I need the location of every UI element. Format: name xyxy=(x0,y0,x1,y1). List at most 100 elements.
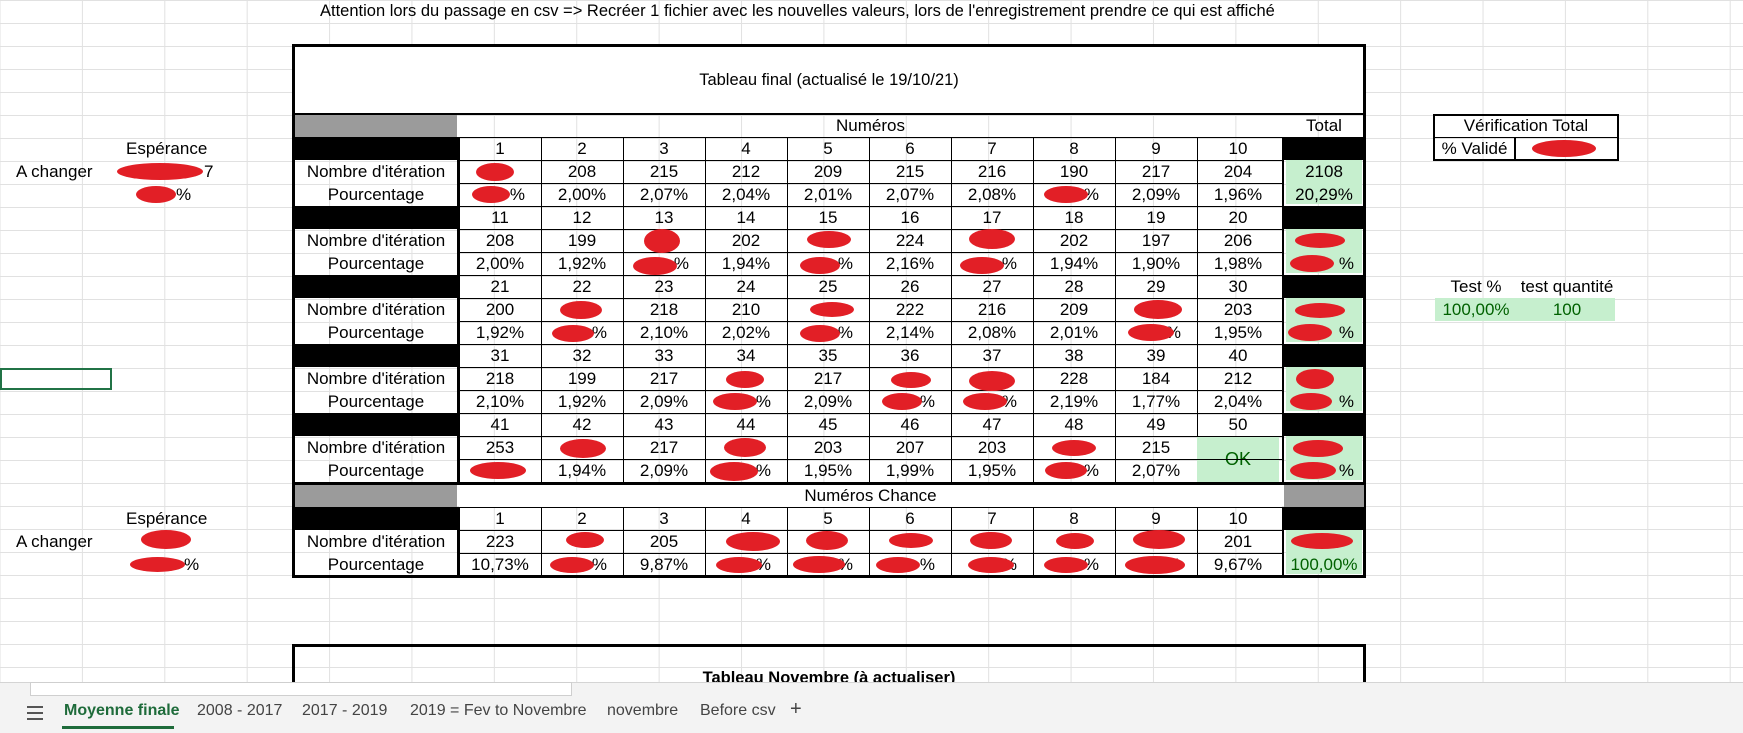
percentage-cell[interactable]: 2,09% xyxy=(639,392,689,411)
percentage-cell[interactable]: % xyxy=(755,461,771,480)
iteration-cell[interactable]: 216 xyxy=(977,300,1007,319)
total-percentage-cell[interactable]: % xyxy=(1338,254,1354,273)
percentage-cell[interactable]: 2,08% xyxy=(967,185,1017,204)
iteration-cell[interactable]: 215 xyxy=(1141,438,1171,457)
percentage-cell[interactable]: % xyxy=(591,555,607,574)
percentage-cell[interactable]: 1,90% xyxy=(1131,254,1181,273)
iteration-cell[interactable]: 209 xyxy=(813,162,843,181)
percentage-cell[interactable]: 1,92% xyxy=(557,392,607,411)
iteration-cell[interactable]: 217 xyxy=(813,369,843,388)
percentage-cell[interactable]: 2,00% xyxy=(475,254,525,273)
percentage-cell[interactable]: % xyxy=(673,254,689,273)
iteration-cell[interactable]: 218 xyxy=(485,369,515,388)
percentage-cell[interactable]: 9,67% xyxy=(1213,555,1263,574)
iteration-cell[interactable]: 218 xyxy=(649,300,679,319)
percentage-cell[interactable]: 2,00% xyxy=(557,185,607,204)
iteration-cell[interactable]: 212 xyxy=(731,162,761,181)
number-header-cell[interactable]: 23 xyxy=(654,277,674,296)
number-header-cell[interactable]: 2 xyxy=(577,509,587,528)
iteration-cell[interactable]: 215 xyxy=(649,162,679,181)
number-header-cell[interactable]: 19 xyxy=(1146,208,1166,227)
iteration-cell[interactable]: 210 xyxy=(731,300,761,319)
percentage-cell[interactable]: 2,16% xyxy=(885,254,935,273)
number-header-cell[interactable]: 34 xyxy=(736,346,756,365)
number-header-cell[interactable]: 17 xyxy=(982,208,1002,227)
horizontal-scrollbar[interactable] xyxy=(30,682,572,696)
iteration-cell[interactable]: 223 xyxy=(485,532,515,551)
total-percentage-cell[interactable]: 20,29% xyxy=(1295,185,1353,204)
percentage-cell[interactable]: 2,09% xyxy=(803,392,853,411)
percentage-cell[interactable]: % xyxy=(1001,392,1017,411)
number-header-cell[interactable]: 20 xyxy=(1228,208,1248,227)
percentage-cell[interactable]: % xyxy=(1083,185,1099,204)
spreadsheet-grid[interactable]: Attention lors du passage en csv => Recr… xyxy=(0,0,1743,682)
total-percentage-cell[interactable]: % xyxy=(1338,461,1354,480)
number-header-cell[interactable]: 1 xyxy=(495,139,505,158)
percentage-cell[interactable]: 2,07% xyxy=(885,185,935,204)
percentage-cell[interactable]: 2,14% xyxy=(885,323,935,342)
total-percentage-cell[interactable]: % xyxy=(1338,392,1354,411)
add-sheet-button[interactable]: + xyxy=(790,698,802,720)
number-header-cell[interactable]: 41 xyxy=(490,415,510,434)
iteration-cell[interactable]: 217 xyxy=(1141,162,1171,181)
number-header-cell[interactable]: 49 xyxy=(1146,415,1166,434)
percentage-cell[interactable]: 9,87% xyxy=(639,555,689,574)
percentage-cell[interactable]: 1,99% xyxy=(885,461,935,480)
number-header-cell[interactable]: 3 xyxy=(659,139,669,158)
tab-before-csv[interactable]: Before csv xyxy=(700,702,776,719)
total-percentage-cell[interactable]: 100,00% xyxy=(1290,555,1358,574)
tab-novembre[interactable]: novembre xyxy=(607,702,679,719)
number-header-cell[interactable]: 33 xyxy=(654,346,674,365)
percentage-cell[interactable]: 1,77% xyxy=(1131,392,1181,411)
iteration-cell[interactable]: 217 xyxy=(649,369,679,388)
iteration-cell[interactable]: 253 xyxy=(485,438,515,457)
percentage-cell[interactable]: % xyxy=(837,323,853,342)
percentage-cell[interactable]: % xyxy=(509,185,525,204)
percentage-cell[interactable]: 1,96% xyxy=(1213,185,1263,204)
number-header-cell[interactable]: 46 xyxy=(900,415,920,434)
percentage-cell[interactable]: 1,92% xyxy=(557,254,607,273)
selected-cell[interactable] xyxy=(0,368,112,390)
percentage-cell[interactable]: 1,92% xyxy=(475,323,525,342)
percentage-cell[interactable]: 2,04% xyxy=(1213,392,1263,411)
percentage-cell[interactable]: % xyxy=(1083,461,1099,480)
percentage-cell[interactable]: % xyxy=(1083,555,1099,574)
iteration-cell[interactable]: 201 xyxy=(1223,532,1253,551)
number-header-cell[interactable]: 27 xyxy=(982,277,1002,296)
number-header-cell[interactable]: 39 xyxy=(1146,346,1166,365)
number-header-cell[interactable]: 42 xyxy=(572,415,592,434)
number-header-cell[interactable]: 43 xyxy=(654,415,674,434)
iteration-cell[interactable]: 203 xyxy=(1223,300,1253,319)
iteration-cell[interactable]: 206 xyxy=(1223,231,1253,250)
number-header-cell[interactable]: 2 xyxy=(577,139,587,158)
number-header-cell[interactable]: 35 xyxy=(818,346,838,365)
number-header-cell[interactable]: 9 xyxy=(1151,139,1161,158)
number-header-cell[interactable]: 24 xyxy=(736,277,756,296)
number-header-cell[interactable]: 6 xyxy=(905,509,915,528)
iteration-cell[interactable]: 197 xyxy=(1141,231,1171,250)
percentage-cell[interactable]: 2,02% xyxy=(721,323,771,342)
number-header-cell[interactable]: 16 xyxy=(900,208,920,227)
number-header-cell[interactable]: 30 xyxy=(1228,277,1248,296)
iteration-cell[interactable]: 202 xyxy=(731,231,761,250)
number-header-cell[interactable]: 45 xyxy=(818,415,838,434)
number-header-cell[interactable]: 38 xyxy=(1064,346,1084,365)
iteration-cell[interactable]: 216 xyxy=(977,162,1007,181)
number-header-cell[interactable]: 18 xyxy=(1064,208,1084,227)
percentage-cell[interactable]: 1,95% xyxy=(803,461,853,480)
number-header-cell[interactable]: 6 xyxy=(905,139,915,158)
tab-2017-2019[interactable]: 2017 - 2019 xyxy=(302,702,388,719)
number-header-cell[interactable]: 13 xyxy=(654,208,674,227)
number-header-cell[interactable]: 7 xyxy=(987,509,997,528)
iteration-cell[interactable]: 203 xyxy=(977,438,1007,457)
hamburger-menu-icon[interactable] xyxy=(27,706,43,720)
percentage-cell[interactable]: 1,95% xyxy=(967,461,1017,480)
number-header-cell[interactable]: 26 xyxy=(900,277,920,296)
iteration-cell[interactable]: 199 xyxy=(567,231,597,250)
percentage-cell[interactable]: % xyxy=(919,392,935,411)
iteration-cell[interactable]: 205 xyxy=(649,532,679,551)
tab-2019-fev-novembre[interactable]: 2019 = Fev to Novembre xyxy=(410,702,587,719)
tab-moyenne-finale[interactable]: Moyenne finale xyxy=(64,702,180,719)
number-header-cell[interactable]: 31 xyxy=(490,346,510,365)
number-header-cell[interactable]: 1 xyxy=(495,509,505,528)
